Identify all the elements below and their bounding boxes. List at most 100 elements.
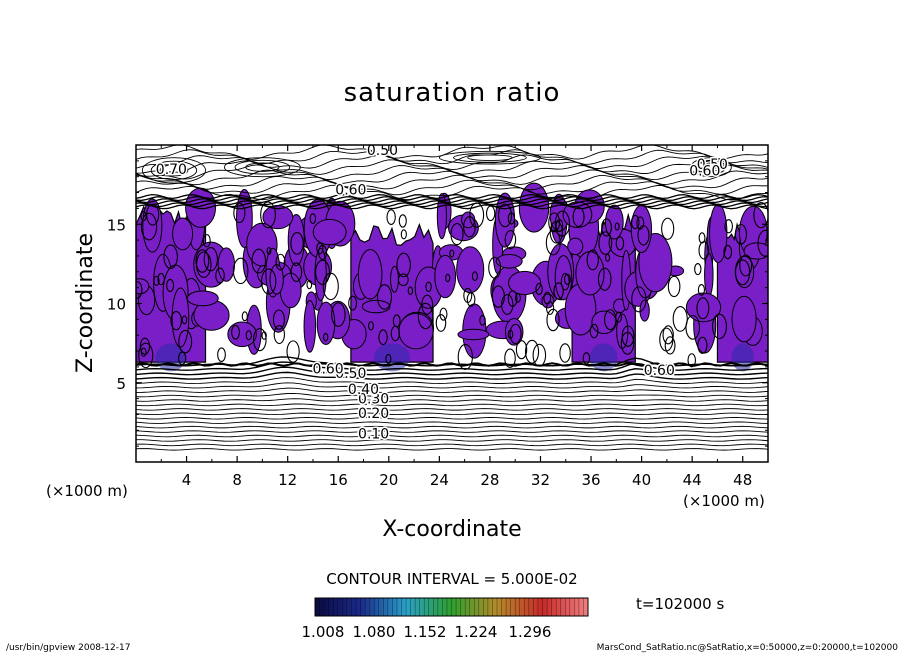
contour-loop bbox=[694, 263, 702, 276]
contour-loop bbox=[535, 282, 543, 296]
x-tick-label: 32 bbox=[531, 471, 550, 489]
contour-loop bbox=[509, 323, 522, 345]
contour-label: 0.50 bbox=[367, 143, 398, 159]
contour-loop bbox=[630, 214, 640, 230]
contour-loop bbox=[400, 229, 407, 240]
colorbar-tick-label: 1.080 bbox=[353, 623, 396, 641]
contour-line bbox=[136, 403, 768, 407]
contour-loop bbox=[141, 157, 206, 184]
contour-loop bbox=[159, 164, 189, 177]
contour-loop bbox=[457, 343, 473, 370]
contour-label: 0.60 bbox=[313, 361, 344, 377]
contour-loop bbox=[140, 212, 158, 241]
contour-loop bbox=[272, 309, 285, 330]
contour-loop bbox=[163, 244, 178, 270]
contour-line bbox=[136, 377, 768, 384]
fill-patch bbox=[704, 252, 714, 298]
contour-loop bbox=[439, 307, 448, 321]
contour-line bbox=[136, 417, 768, 420]
y-tick-label: 5 bbox=[116, 375, 126, 393]
contour-line bbox=[136, 361, 768, 371]
contour-loop bbox=[690, 157, 732, 178]
contour-loop bbox=[488, 256, 502, 279]
contour-line bbox=[136, 425, 768, 429]
contour-loop bbox=[661, 217, 675, 240]
contour-loop bbox=[323, 332, 329, 342]
contour-loop bbox=[417, 302, 434, 330]
contour-loop bbox=[479, 315, 486, 326]
contour-label: 0.60 bbox=[335, 182, 366, 198]
contour-label: 0.50 bbox=[697, 157, 728, 173]
x-tick-label: 20 bbox=[379, 471, 398, 489]
fill-patch bbox=[227, 321, 257, 348]
y-axis-label: Z-coordinate bbox=[73, 233, 98, 373]
contour-loop bbox=[604, 309, 617, 331]
contour-line bbox=[136, 174, 768, 191]
contour-loop bbox=[178, 329, 193, 354]
contour-loop bbox=[203, 247, 218, 272]
contour-loop bbox=[140, 347, 147, 357]
contour-loop bbox=[532, 343, 547, 367]
contour-loop bbox=[438, 150, 541, 165]
contour-loop bbox=[233, 202, 246, 224]
contour-loop bbox=[753, 202, 768, 229]
contour-loop bbox=[421, 294, 434, 315]
contour-loop bbox=[138, 342, 154, 369]
contour-line bbox=[136, 196, 768, 202]
x-axis-ticks: 4 8 12 16 20 24 28 32 36 40 44 48 bbox=[160, 145, 752, 489]
contour-loop bbox=[469, 202, 485, 228]
contour-loop bbox=[589, 323, 599, 339]
contour-loop bbox=[504, 230, 517, 250]
y-tick-label: 10 bbox=[107, 296, 126, 314]
fill-patch bbox=[217, 247, 236, 282]
contour-loop bbox=[181, 315, 188, 325]
contour-loop bbox=[724, 219, 733, 234]
contour-loop bbox=[698, 241, 710, 260]
contour-loop bbox=[548, 212, 561, 233]
fill-patch bbox=[172, 217, 194, 251]
contour-loop bbox=[664, 336, 676, 355]
contour-loop bbox=[166, 278, 175, 293]
colorbar-stripes bbox=[319, 598, 584, 616]
contour-loop bbox=[273, 325, 285, 345]
contour-loop bbox=[504, 348, 516, 368]
contour-loop bbox=[398, 214, 407, 228]
contour-loop bbox=[572, 206, 585, 227]
contour-loop bbox=[685, 314, 701, 340]
contour-loop bbox=[563, 273, 571, 285]
contour-loop bbox=[378, 329, 388, 346]
contour-loop bbox=[286, 340, 300, 363]
y-axis-ticks: 5 10 15 bbox=[107, 160, 768, 447]
contour-loop bbox=[139, 337, 151, 355]
contour-loop bbox=[140, 211, 147, 222]
contour-loop bbox=[252, 328, 267, 352]
contour-loop bbox=[450, 222, 464, 246]
contour-loop bbox=[734, 223, 748, 245]
x-tick-label: 4 bbox=[182, 471, 192, 489]
contour-loop bbox=[614, 222, 620, 231]
x-tick-label: 44 bbox=[683, 471, 702, 489]
contour-line bbox=[136, 430, 768, 433]
fill-patch bbox=[591, 310, 617, 335]
contour-loop bbox=[696, 159, 727, 175]
contour-line bbox=[136, 448, 768, 451]
supersaturated-core bbox=[731, 343, 754, 372]
x-tick-label: 16 bbox=[329, 471, 348, 489]
contour-loop bbox=[215, 267, 225, 284]
contour-loop bbox=[554, 210, 571, 237]
contour-loop bbox=[153, 275, 160, 286]
fill-patch bbox=[398, 312, 434, 350]
contour-label: 0.30 bbox=[358, 392, 389, 408]
contour-loop bbox=[195, 249, 210, 273]
contour-line bbox=[136, 371, 768, 380]
contour-line bbox=[136, 362, 768, 367]
contour-loop bbox=[316, 242, 324, 255]
fill-patch bbox=[507, 270, 542, 296]
contour-loop bbox=[621, 325, 635, 347]
contour-loop bbox=[157, 272, 165, 286]
fill-patch bbox=[269, 264, 284, 295]
contour-line bbox=[136, 408, 768, 411]
contour-loop bbox=[712, 313, 727, 340]
contour-loop bbox=[543, 291, 552, 305]
x-tick-label: 28 bbox=[480, 471, 499, 489]
